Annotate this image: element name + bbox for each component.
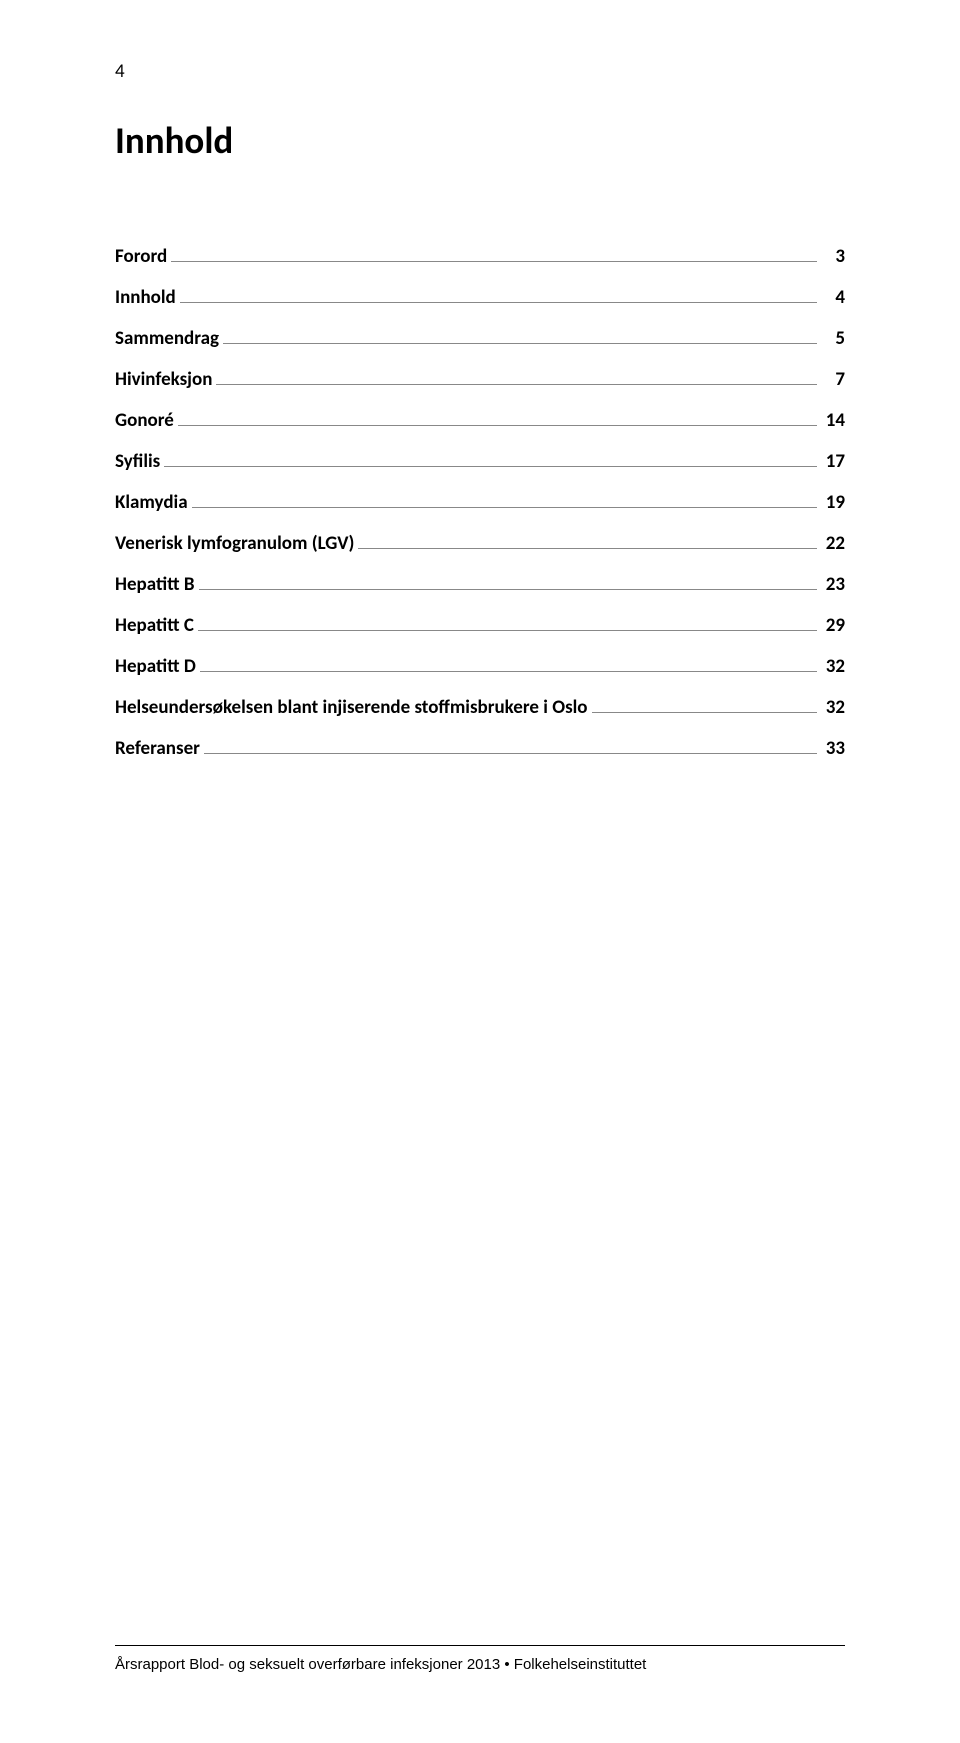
- toc-row: Sammendrag 5: [115, 325, 845, 350]
- page-number-top: 4: [115, 60, 845, 83]
- toc-page: 19: [817, 491, 845, 514]
- toc-page: 33: [817, 737, 845, 760]
- toc-page: 17: [817, 450, 845, 473]
- toc-label: Helseundersøkelsen blant injiserende sto…: [115, 696, 592, 719]
- toc-row: Syfilis 17: [115, 448, 845, 473]
- toc-label: Klamydia: [115, 491, 192, 514]
- toc-row: Gonoré 14: [115, 407, 845, 432]
- toc-list: Forord 3 Innhold 4 Sammendrag 5 Hivinfek…: [115, 243, 845, 760]
- footer-rule: [115, 1645, 845, 1646]
- toc-label: Hepatitt C: [115, 614, 198, 637]
- toc-row: Innhold 4: [115, 284, 845, 309]
- toc-page: 5: [817, 327, 845, 350]
- toc-leader: [200, 653, 817, 672]
- toc-page: 3: [817, 245, 845, 268]
- toc-page: 32: [817, 655, 845, 678]
- toc-row: Hepatitt C 29: [115, 612, 845, 637]
- toc-leader: [192, 489, 817, 508]
- toc-label: Forord: [115, 245, 171, 268]
- toc-label: Sammendrag: [115, 327, 223, 350]
- toc-row: Hepatitt D 32: [115, 653, 845, 678]
- toc-leader: [204, 735, 817, 754]
- toc-page: 23: [817, 573, 845, 596]
- toc-leader: [199, 571, 818, 590]
- toc-page: 7: [817, 368, 845, 391]
- toc-page: 29: [817, 614, 845, 637]
- toc-row: Referanser 33: [115, 735, 845, 760]
- toc-label: Hepatitt D: [115, 655, 200, 678]
- toc-label: Innhold: [115, 286, 180, 309]
- toc-leader: [223, 325, 817, 344]
- footer-text: Årsrapport Blod- og seksuelt overførbare…: [115, 1656, 845, 1673]
- toc-leader: [180, 284, 817, 303]
- toc-row: Hepatitt B 23: [115, 571, 845, 596]
- toc-label: Gonoré: [115, 409, 178, 432]
- toc-page: 32: [817, 696, 845, 719]
- toc-page: 22: [817, 532, 845, 555]
- toc-leader: [592, 694, 817, 713]
- toc-row: Klamydia 19: [115, 489, 845, 514]
- page-footer: Årsrapport Blod- og seksuelt overførbare…: [115, 1645, 845, 1673]
- toc-page: 4: [817, 286, 845, 309]
- toc-row: Forord 3: [115, 243, 845, 268]
- toc-page: 14: [817, 409, 845, 432]
- toc-row: Hivinfeksjon 7: [115, 366, 845, 391]
- toc-row: Helseundersøkelsen blant injiserende sto…: [115, 694, 845, 719]
- page-title: Innhold: [115, 118, 845, 163]
- toc-leader: [198, 612, 817, 631]
- toc-row: Venerisk lymfogranulom (LGV) 22: [115, 530, 845, 555]
- toc-label: Syfilis: [115, 450, 164, 473]
- toc-leader: [164, 448, 817, 467]
- toc-leader: [358, 530, 817, 549]
- document-page: 4 Innhold Forord 3 Innhold 4 Sammendrag …: [0, 0, 960, 1743]
- toc-leader: [178, 407, 817, 426]
- toc-leader: [171, 243, 817, 262]
- toc-label: Venerisk lymfogranulom (LGV): [115, 532, 358, 555]
- toc-label: Referanser: [115, 737, 204, 760]
- toc-leader: [216, 366, 817, 385]
- toc-label: Hepatitt B: [115, 573, 199, 596]
- toc-label: Hivinfeksjon: [115, 368, 216, 391]
